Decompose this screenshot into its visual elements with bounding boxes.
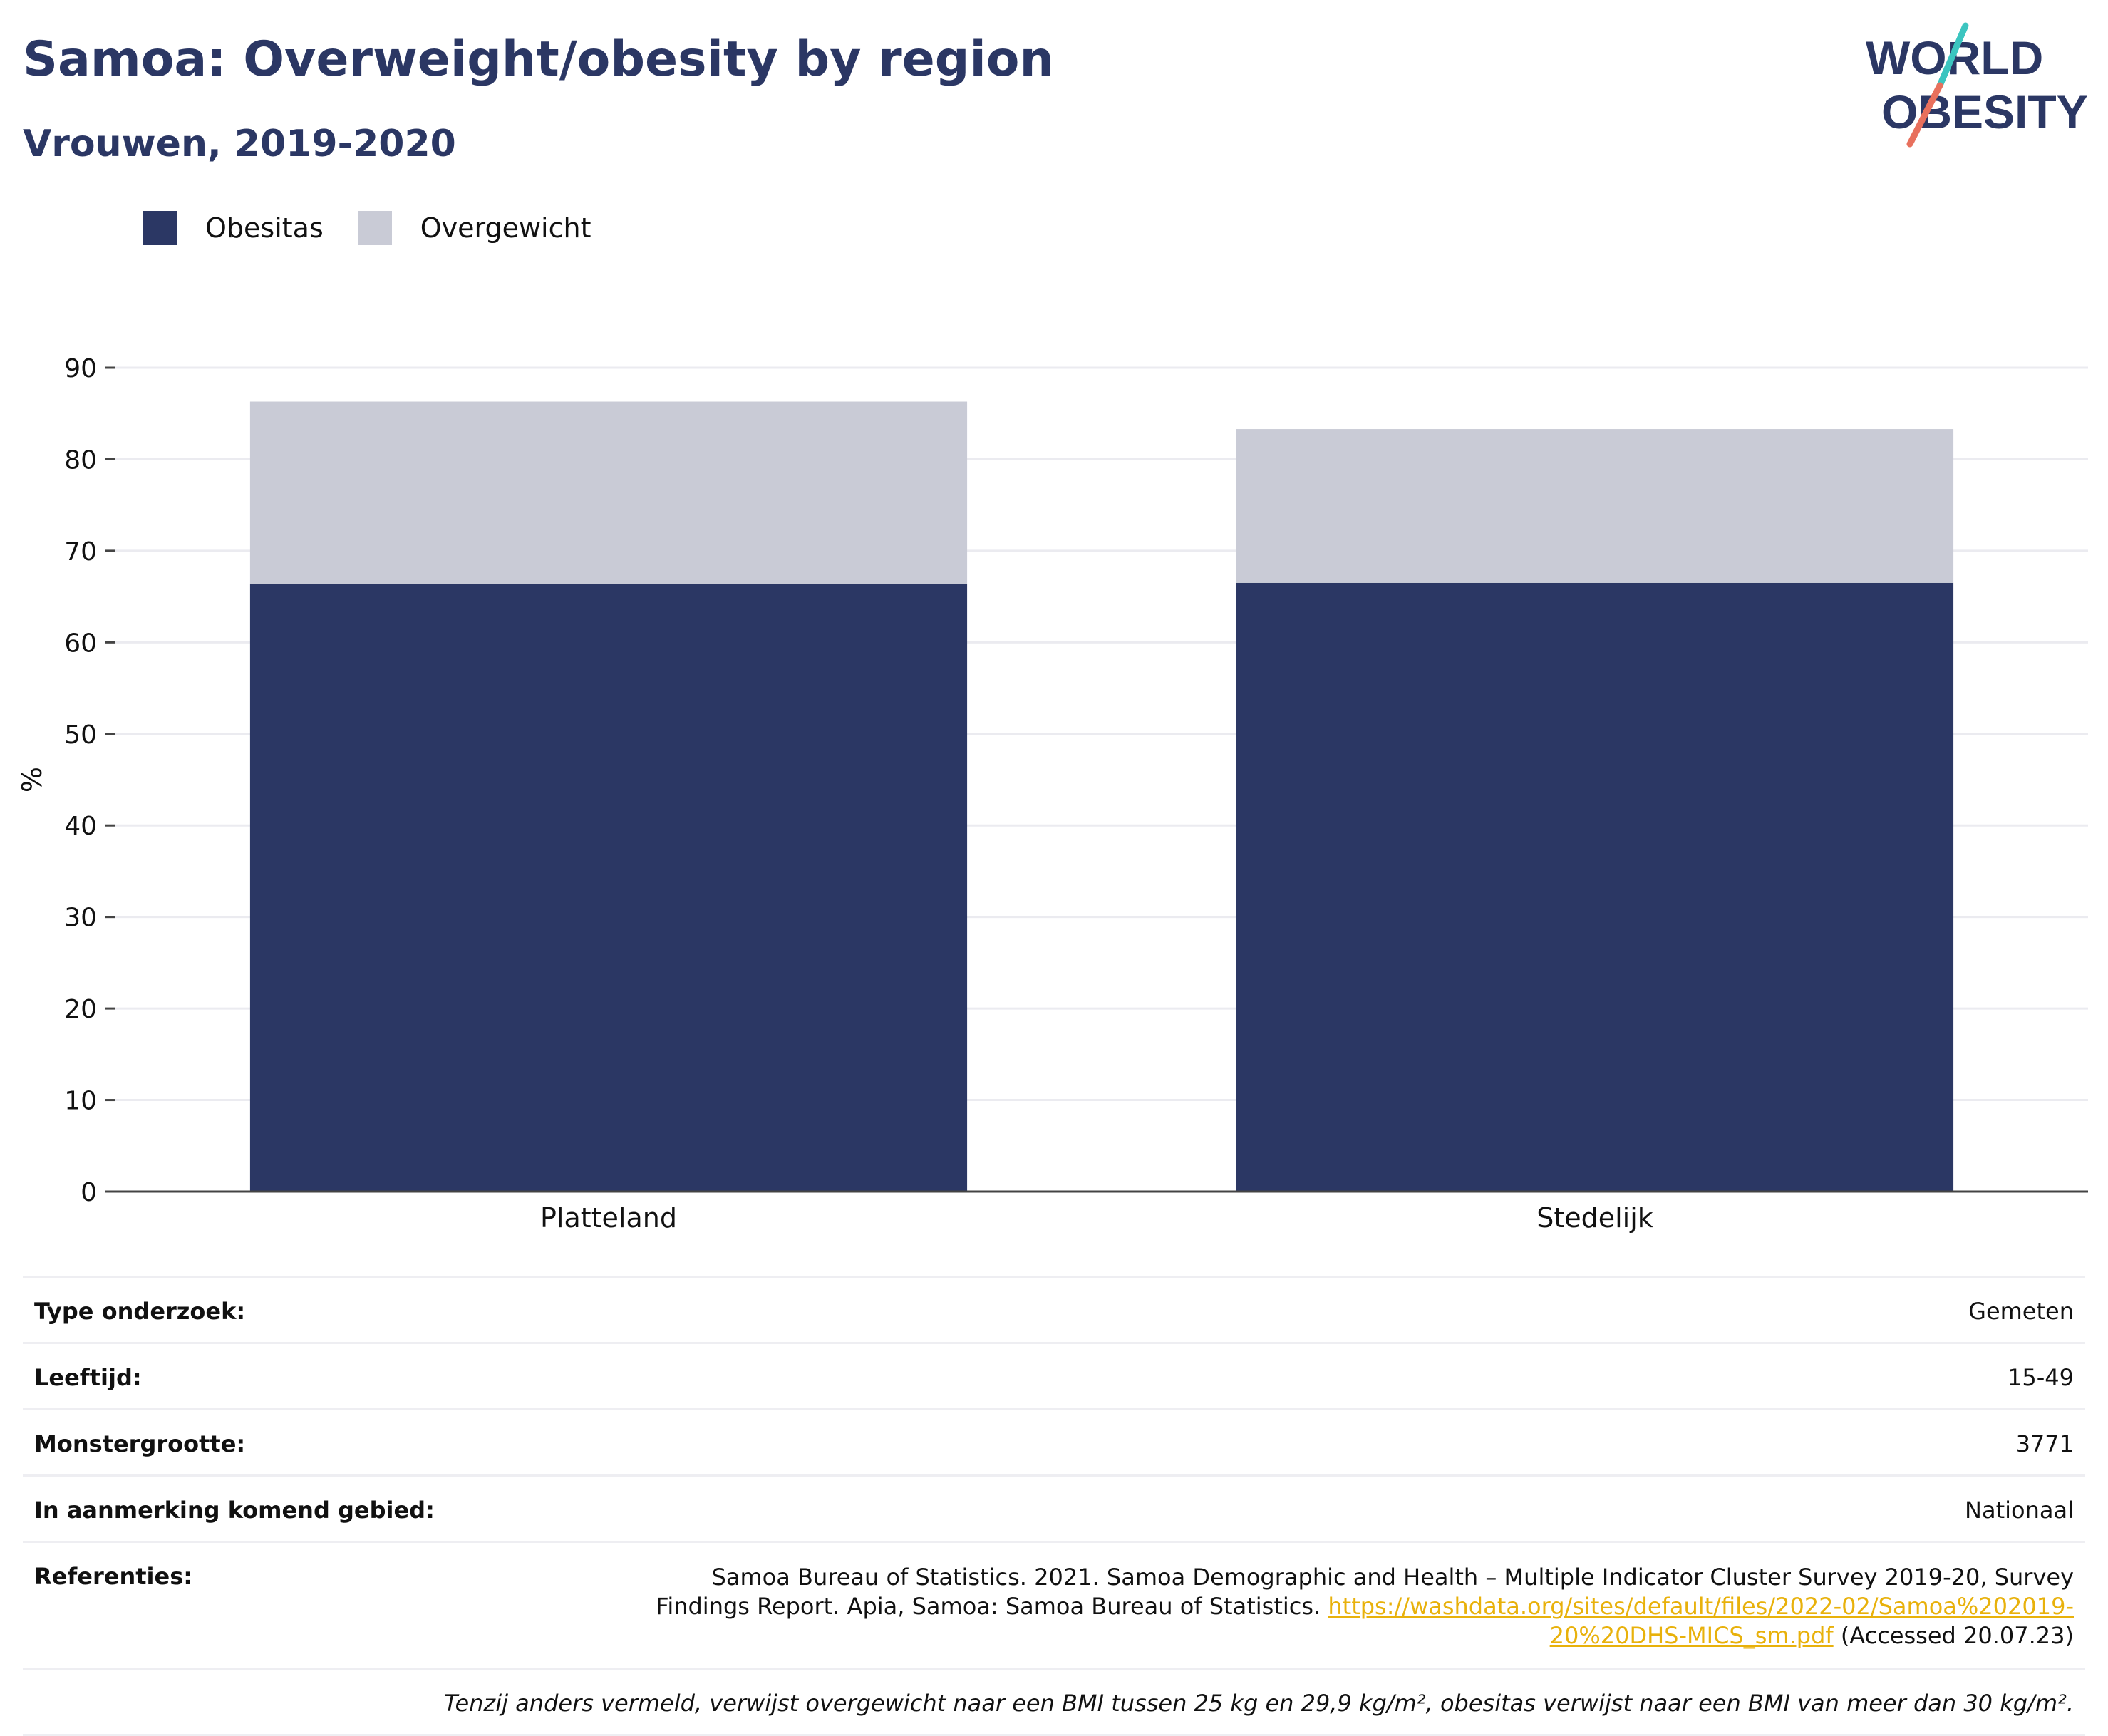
info-value: 15-49 (2008, 1364, 2074, 1391)
bar-overgewicht-platteland[interactable] (249, 401, 968, 584)
chart-subtitle: Vrouwen, 2019-2020 (23, 123, 456, 165)
info-label: Leeftijd: (34, 1364, 142, 1391)
references-accessed: (Accessed 20.07.23) (1833, 1622, 2074, 1649)
y-tick-label: 60 (64, 629, 97, 658)
bar-obesitas-platteland[interactable] (249, 584, 968, 1192)
info-value: Nationaal (1965, 1497, 2074, 1524)
y-tick-label: 50 (64, 720, 97, 750)
info-row: Type onderzoek: Gemeten (23, 1276, 2085, 1342)
logo-slash-teal (1936, 22, 1969, 89)
info-row: Leeftijd: 15-49 (23, 1342, 2085, 1408)
info-label: Type onderzoek: (34, 1298, 246, 1325)
references-value: Samoa Bureau of Statistics. 2021. Samoa … (634, 1563, 2074, 1650)
y-tick-label: 20 (64, 995, 97, 1024)
y-axis-ticks: 0 10 20 30 40 50 60 70 80 90 (64, 354, 115, 1207)
legend-label-overgewicht: Overgewicht (420, 212, 591, 244)
footnote: Tenzij anders vermeld, verwijst overgewi… (23, 1668, 2085, 1736)
info-rows: Type onderzoek: Gemeten Leeftijd: 15-49 Mons… (23, 1276, 2085, 1541)
legend-swatch-overgewicht (357, 211, 392, 245)
legend-item-obesitas[interactable]: Obesitas (143, 211, 324, 245)
references-text: Samoa Bureau of Statistics. 2021. Samoa … (656, 1564, 2074, 1620)
y-axis-label: % (16, 767, 48, 792)
info-label: In aanmerking komend gebied: (34, 1497, 435, 1524)
references-link[interactable]: https://washdata.org/sites/default/files… (1328, 1593, 2074, 1649)
y-tick-label: 30 (64, 904, 97, 933)
logo-line2: OBESITY (1881, 86, 2088, 138)
y-tick-label: 10 (64, 1087, 97, 1116)
bar-overgewicht-stedelijk[interactable] (1236, 429, 1954, 583)
x-axis-labels: Platteland Stedelijk (540, 1202, 1653, 1234)
logo-slash-coral (1906, 82, 1943, 148)
info-row: In aanmerking komend gebied: Nationaal (23, 1474, 2085, 1541)
y-tick-label: 70 (64, 537, 97, 567)
chart-title: Samoa: Overweight/obesity by region (23, 31, 1054, 88)
x-tick-label: Platteland (540, 1202, 677, 1234)
info-value: Gemeten (1968, 1298, 2074, 1325)
world-obesity-logo: WORLD OBESITY (1866, 22, 2088, 148)
bars (249, 401, 1954, 1192)
y-tick-label: 90 (64, 354, 97, 383)
legend-item-overgewicht[interactable]: Overgewicht (357, 211, 591, 245)
info-row: Monstergrootte: 3771 (23, 1408, 2085, 1474)
y-tick-label: 0 (81, 1178, 97, 1207)
legend-label-obesitas: Obesitas (205, 212, 324, 244)
legend: Obesitas Overgewicht (143, 211, 626, 245)
legend-swatch-obesitas (143, 211, 177, 245)
info-value: 3771 (2015, 1430, 2074, 1457)
x-tick-label: Stedelijk (1536, 1202, 1653, 1234)
bar-obesitas-stedelijk[interactable] (1236, 582, 1954, 1192)
info-label: Monstergrootte: (34, 1430, 246, 1457)
info-table: Type onderzoek: Gemeten Leeftijd: 15-49 Mons… (23, 1276, 2085, 1736)
references-label: Referenties: (34, 1563, 193, 1590)
info-row-references: Referenties: Samoa Bureau of Statistics.… (23, 1541, 2085, 1668)
y-tick-label: 40 (64, 812, 97, 841)
y-tick-label: 80 (64, 445, 97, 475)
